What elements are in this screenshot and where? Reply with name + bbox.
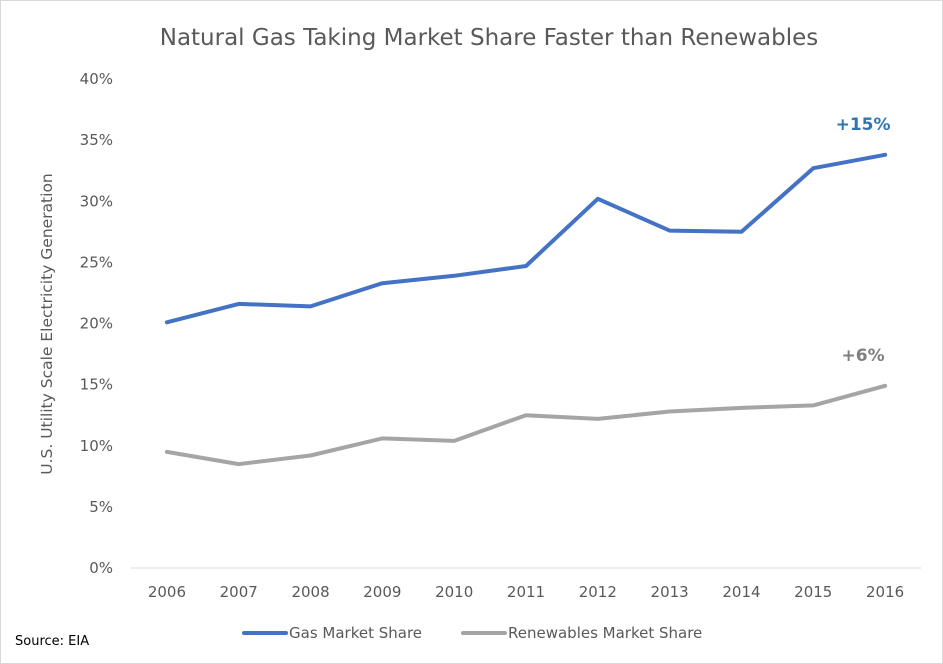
chart-title: Natural Gas Taking Market Share Faster t…: [160, 25, 819, 51]
y-axis-ticks: 0% 5% 10% 15% 20% 25% 30% 35% 40%: [80, 70, 113, 577]
legend-label: Gas Market Share: [289, 624, 422, 642]
annotations: +15% +6%: [836, 115, 891, 366]
y-tick-label: 5%: [89, 498, 113, 516]
x-tick-label: 2008: [291, 583, 329, 601]
y-tick-label: 10%: [80, 437, 113, 455]
x-tick-label: 2010: [435, 583, 473, 601]
x-tick-label: 2012: [579, 583, 617, 601]
y-tick-label: 40%: [80, 70, 113, 88]
y-tick-label: 30%: [80, 192, 113, 210]
x-tick-label: 2006: [148, 583, 186, 601]
y-tick-label: 25%: [80, 253, 113, 271]
legend: Gas Market Share Renewables Market Share: [242, 624, 702, 642]
x-tick-label: 2011: [507, 583, 545, 601]
series-lines: [164, 152, 888, 467]
x-tick-label: 2007: [220, 583, 258, 601]
x-tick-label: 2009: [363, 583, 401, 601]
annotation-label: +6%: [842, 346, 885, 366]
x-tick-label: 2016: [866, 583, 904, 601]
y-tick-label: 0%: [89, 559, 113, 577]
y-tick-label: 35%: [80, 131, 113, 149]
x-axis-ticks: 2006 2007 2008 2009 2010 2011 2012 2013 2014 2015…: [148, 583, 904, 601]
x-tick-label: 2015: [794, 583, 832, 601]
x-tick-label: 2014: [722, 583, 760, 601]
legend-label: Renewables Market Share: [508, 624, 702, 642]
y-axis-label: U.S. Utility Scale Electricity Generatio…: [38, 173, 56, 475]
y-tick-label: 20%: [80, 315, 113, 333]
x-tick-label: 2013: [651, 583, 689, 601]
source-note: Source: EIA: [15, 634, 89, 649]
annotation-label: +15%: [836, 115, 891, 135]
series-line-gas: [164, 152, 888, 325]
y-tick-label: 15%: [80, 376, 113, 394]
series-line-renewables: [164, 383, 888, 467]
